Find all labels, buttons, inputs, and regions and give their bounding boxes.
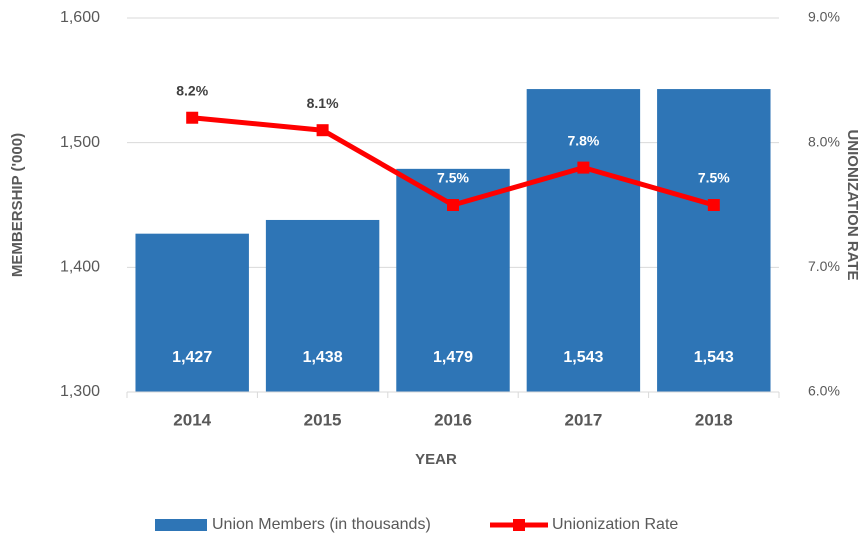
y-tick-label: 1,300 [60,383,100,400]
legend-swatch [155,519,207,531]
y2-tick-label: 6.0% [808,383,840,399]
legend-label: Unionization Rate [552,516,678,533]
rate-value-label: 7.5% [698,170,730,186]
x-tick-label: 2015 [304,410,342,429]
y2-tick-label: 7.0% [808,258,840,274]
rate-marker [707,199,720,211]
rate-marker [577,161,590,174]
x-tick-label: 2016 [434,410,472,429]
bar-value-label: 1,543 [694,349,734,366]
bar [526,89,641,392]
bar [265,219,380,392]
legend-marker [513,519,525,531]
bar-value-label: 1,543 [563,349,603,366]
y-tick-label: 1,500 [60,134,100,151]
x-axis-title: YEAR [415,451,457,468]
x-tick-label: 2018 [695,410,733,429]
x-tick-label: 2017 [564,410,602,429]
legend-label: Union Members (in thousands) [212,516,431,533]
rate-marker [186,111,199,124]
bar [135,233,249,392]
y2-axis-title: UNIONIZATION RATE [844,129,861,280]
bar [657,89,771,392]
y2-tick-label: 8.0% [808,133,840,149]
y-tick-label: 1,600 [60,9,100,26]
rate-marker [316,124,329,137]
y-tick-label: 1,400 [60,259,100,276]
bar-value-label: 1,479 [433,349,473,366]
y-axis-title: MEMBERSHIP ('000) [9,133,26,277]
rate-value-label: 8.1% [307,95,339,111]
bar-value-label: 1,438 [303,349,343,366]
bar-value-label: 1,427 [172,349,212,366]
y2-tick-label: 9.0% [808,9,840,25]
rate-marker [447,199,459,211]
rate-value-label: 7.5% [437,170,469,186]
rate-value-label: 8.2% [176,82,208,98]
rate-value-label: 7.8% [567,132,599,148]
x-tick-label: 2014 [173,410,211,429]
